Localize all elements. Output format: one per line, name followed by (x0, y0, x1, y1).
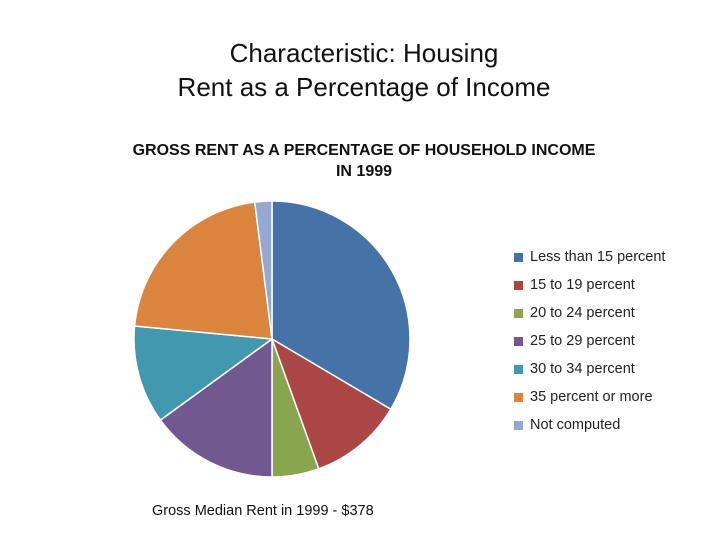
legend-label: 25 to 29 percent (530, 333, 635, 349)
pie-slice-2 (271, 338, 392, 470)
slide-title: Characteristic: Housing Rent as a Percen… (0, 36, 728, 104)
median-rent-footnote: Gross Median Rent in 1999 - $378 (152, 503, 374, 519)
pie-slice-5 (133, 325, 273, 421)
legend-label: Not computed (530, 417, 621, 433)
chart-legend: Less than 15 percent 15 to 19 percent 20 t… (514, 243, 724, 439)
legend-item-7: Not computed (514, 411, 724, 439)
legend-swatch (514, 280, 523, 290)
pie-slice-4 (159, 338, 273, 478)
legend-item-2: 15 to 19 percent (514, 271, 724, 299)
legend-swatch (514, 364, 523, 374)
legend-label: 15 to 19 percent (530, 277, 635, 293)
chart-title-line-2: IN 1999 (335, 163, 393, 180)
slide-title-line-1: Characteristic: Housing (229, 38, 499, 68)
pie-slice-6 (133, 201, 273, 340)
legend-label: 30 to 34 percent (530, 361, 635, 377)
legend-item-5: 30 to 34 percent (514, 355, 724, 383)
pie-slice-7 (253, 200, 273, 340)
legend-item-6: 35 percent or more (514, 383, 724, 411)
legend-item-4: 25 to 29 percent (514, 327, 724, 355)
legend-swatch (514, 336, 523, 346)
chart-title: GROSS RENT AS A PERCENTAGE OF HOUSEHOLD … (98, 140, 630, 182)
chart-title-line-1: GROSS RENT AS A PERCENTAGE OF HOUSEHOLD … (132, 142, 596, 159)
legend-label: Less than 15 percent (530, 249, 666, 265)
pie-slice-1 (271, 200, 411, 410)
legend-label: 20 to 24 percent (530, 305, 635, 321)
slide-title-line-2: Rent as a Percentage of Income (177, 72, 551, 102)
legend-swatch (514, 420, 523, 430)
legend-item-1: Less than 15 percent (514, 243, 724, 271)
legend-swatch (514, 252, 523, 262)
legend-swatch (514, 308, 523, 318)
legend-label: 35 percent or more (530, 389, 653, 405)
legend-item-3: 20 to 24 percent (514, 299, 724, 327)
legend-swatch (514, 392, 523, 402)
